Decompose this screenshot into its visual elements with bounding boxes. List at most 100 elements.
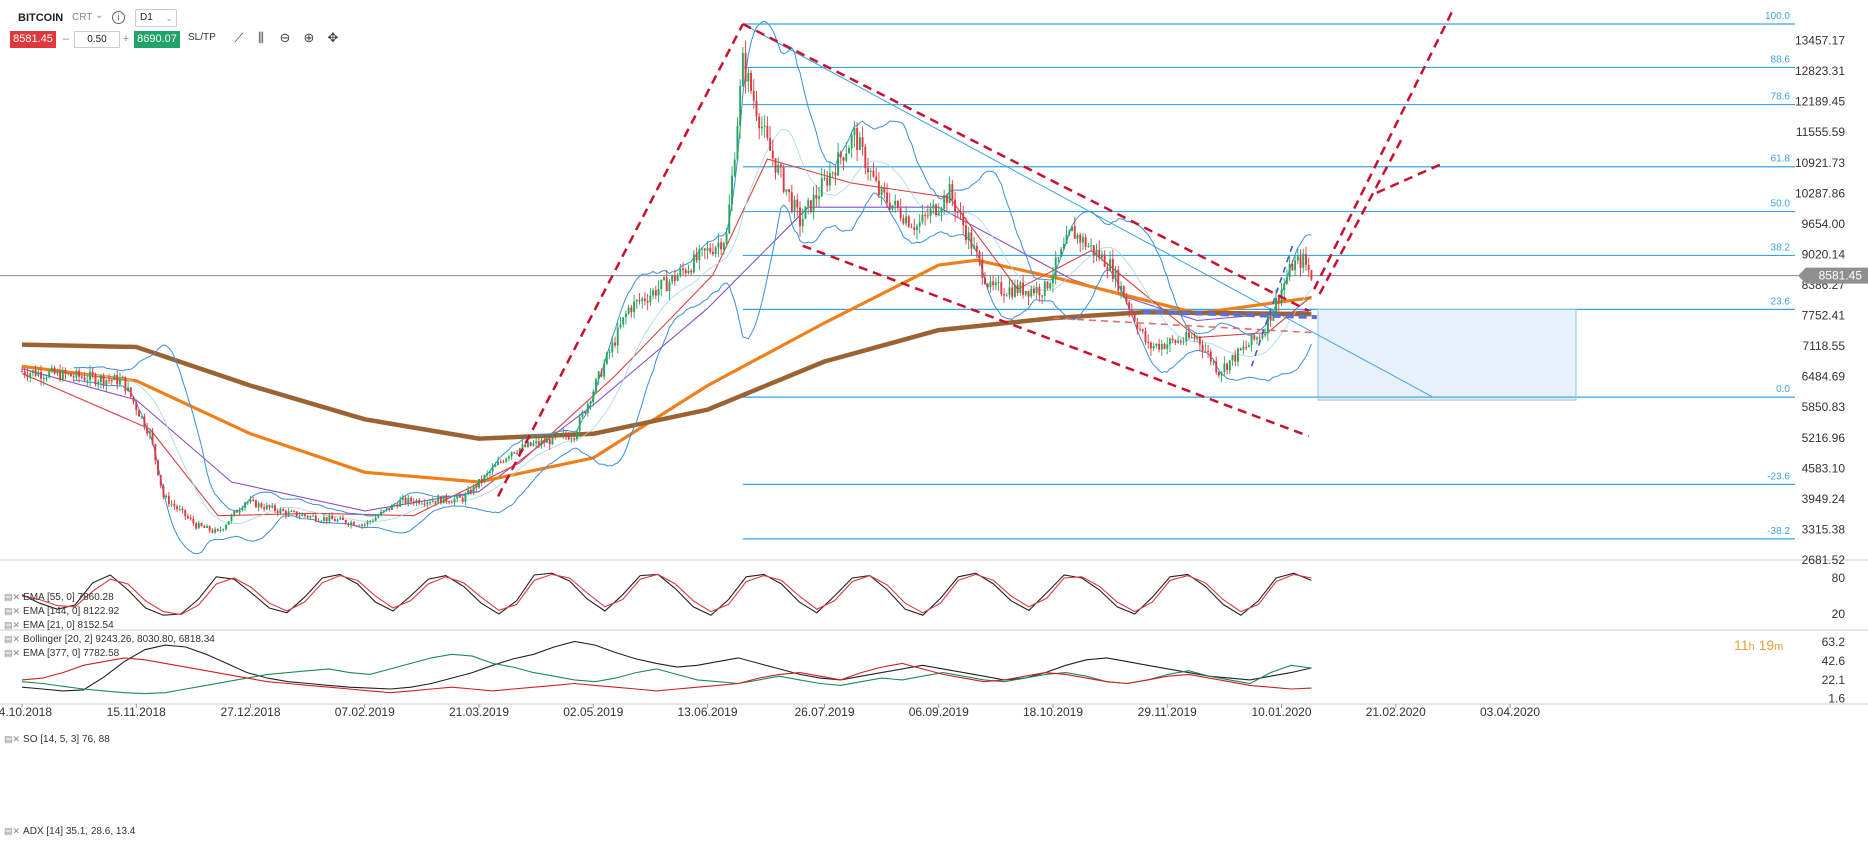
candle-body	[608, 352, 611, 354]
candle-body	[973, 245, 976, 249]
candle-body	[1171, 338, 1174, 341]
legend-settings-icon[interactable]: ▤✕	[4, 606, 21, 616]
chevron-down-icon[interactable]: ⌄	[95, 10, 104, 21]
candle-body	[110, 379, 113, 381]
candle-body	[1057, 256, 1060, 258]
indicator-legend-item[interactable]: ▤✕ EMA [377, 0] 7782.58	[4, 648, 119, 659]
candle-body	[246, 502, 249, 504]
indicator-legend-item[interactable]: ▤✕ EMA [21, 0] 8152.54	[4, 620, 114, 631]
candle-body	[1019, 282, 1022, 294]
legend-label: SO [14, 5, 3] 76, 88	[23, 734, 110, 745]
symbol-name[interactable]: BITCOIN	[18, 12, 64, 24]
candle-body	[80, 376, 83, 378]
fib-level-label: 100.0	[1765, 11, 1790, 22]
candle-body	[393, 504, 396, 506]
candle-body	[875, 176, 878, 181]
indicator-legend-item[interactable]: ▤✕ EMA [144, 0] 8122.92	[4, 606, 119, 617]
candle-body	[948, 184, 951, 203]
candle-body	[450, 502, 453, 504]
countdown-hours-unit: h	[1748, 641, 1755, 653]
ema-line	[21, 310, 1312, 441]
candle-body	[1239, 348, 1242, 350]
legend-settings-icon[interactable]: ▤✕	[4, 648, 21, 658]
candle-body	[1269, 316, 1272, 321]
candle-body	[34, 370, 37, 376]
price-tick-label: 10287.86	[1795, 186, 1845, 200]
timeframe-select[interactable]: D1 ⌄	[135, 9, 177, 27]
fib-level-label: 0.0	[1776, 384, 1790, 395]
legend-settings-icon[interactable]: ▤✕	[4, 592, 21, 602]
candle-body	[502, 461, 505, 463]
candle-body	[1065, 234, 1068, 244]
candle-body	[877, 180, 880, 196]
candle-body	[992, 281, 995, 286]
candle-body	[630, 307, 633, 313]
candle-body	[929, 208, 932, 216]
fibonacci-retracement[interactable]: 100.0 88.6 78.6 61.8 50.0 38.2 23.6 0.0 -23.6 -38…	[742, 11, 1795, 540]
candle-body	[864, 146, 867, 169]
trendlines[interactable]	[496, 9, 1454, 498]
adx-panel: 63.2 42.6 22.1 1.6	[21, 635, 1845, 706]
candle-body	[363, 524, 366, 526]
candle-body	[200, 523, 203, 527]
stochastic-panel: 80 20	[21, 571, 1845, 621]
legend-settings-icon[interactable]: ▤✕	[4, 734, 21, 744]
chart-toolbar: BITCOIN CRT ⌄ i D1 ⌄ 8581.45 – 0.50 + 869…	[0, 0, 420, 56]
info-icon[interactable]: i	[112, 11, 125, 24]
candle-body	[888, 202, 891, 210]
candle-body	[203, 526, 206, 528]
sell-button[interactable]: 8581.45	[10, 31, 56, 48]
candle-body	[850, 135, 853, 149]
candle-body	[562, 433, 565, 435]
candle-body	[37, 371, 40, 376]
candle-body	[472, 485, 475, 494]
candle-body	[64, 370, 67, 374]
zoom-in-icon[interactable]: ⊕	[303, 30, 315, 45]
candles	[21, 40, 1313, 534]
indicator-legend-item[interactable]: ▤✕ ADX [14] 35.1, 28.6, 13.4	[4, 826, 135, 837]
indicator-legend-item[interactable]: ▤✕ Bollinger [20, 2] 9243.26, 8030.80, 68…	[4, 634, 215, 645]
candle-body	[336, 519, 339, 522]
candle-body	[1109, 258, 1112, 271]
candle-body	[635, 300, 638, 302]
candle-body	[1158, 343, 1161, 350]
candle-body	[391, 504, 393, 510]
legend-settings-icon[interactable]: ▤✕	[4, 826, 21, 836]
candle-body	[1201, 344, 1204, 352]
buy-button[interactable]: 8690.07	[134, 31, 180, 48]
candle-body	[605, 353, 608, 364]
candle-body	[40, 371, 42, 379]
volume-increase-button[interactable]: +	[122, 33, 130, 45]
candle-body	[989, 281, 992, 288]
candle-body	[586, 403, 589, 413]
legend-settings-icon[interactable]: ▤✕	[4, 620, 21, 630]
legend-settings-icon[interactable]: ▤✕	[4, 634, 21, 644]
candle-body	[464, 494, 467, 502]
candle-body	[546, 439, 548, 443]
indicator-legend-item[interactable]: ▤✕ SO [14, 5, 3] 76, 88	[4, 734, 110, 745]
candles-icon[interactable]: ⫼	[258, 30, 264, 45]
candle-body	[377, 515, 380, 518]
line-chart-icon[interactable]: ⟋	[234, 30, 244, 45]
volume-decrease-button[interactable]: –	[62, 33, 70, 45]
candle-body	[426, 502, 429, 505]
candle-body	[994, 282, 997, 286]
candle-body	[113, 375, 116, 381]
candle-body	[551, 434, 554, 445]
price-tick-label: 11555.59	[1796, 125, 1845, 139]
volume-input[interactable]: 0.50	[74, 31, 120, 48]
sltp-button[interactable]: SL/TP	[188, 32, 216, 43]
candle-body	[53, 367, 56, 374]
trendline-projection-3	[1376, 162, 1443, 194]
candle-body	[1092, 245, 1095, 255]
indicator-legend-item[interactable]: ▤✕ EMA [55, 0] 7860.28	[4, 592, 114, 603]
crosshair-icon[interactable]: ✥	[327, 30, 339, 45]
candle-body	[186, 516, 189, 518]
candle-body	[899, 207, 902, 219]
zoom-out-icon[interactable]: ⊖	[279, 30, 291, 45]
candle-body	[981, 259, 984, 278]
candle-body	[940, 208, 943, 213]
adx-line	[21, 653, 1312, 695]
consolidation-box[interactable]	[1317, 308, 1577, 401]
